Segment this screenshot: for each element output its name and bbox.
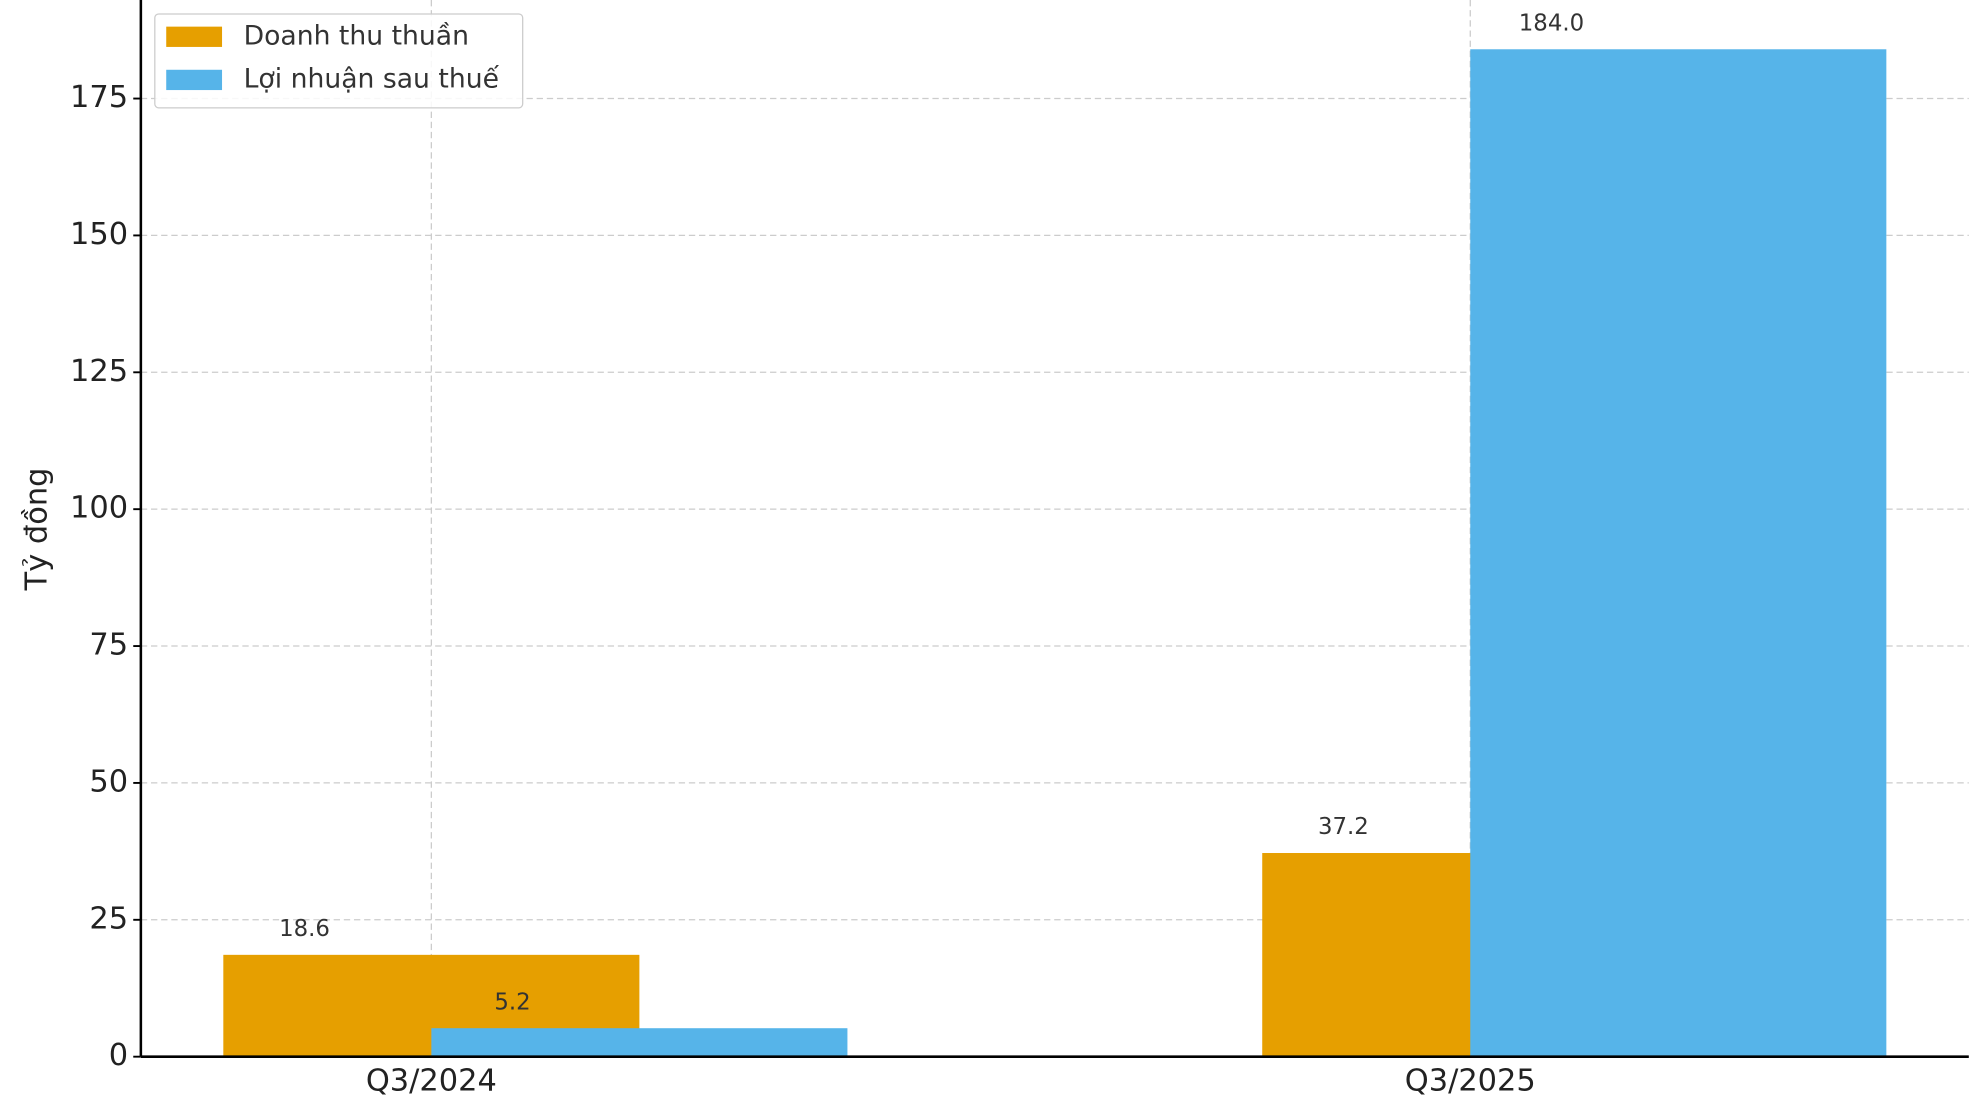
y-tick-label: 25 [89,901,128,936]
legend-swatch [166,69,223,91]
value-label: 5.2 [494,989,530,1015]
y-tick-label: 75 [89,628,128,663]
y-tick-label: 0 [109,1038,128,1073]
bar [1470,49,1887,1057]
value-label: 37.2 [1318,814,1369,840]
legend-label: Lợi nhuận sau thuế [244,63,500,94]
y-axis-label: Tỷ đồng [20,468,55,592]
x-tick-label: Q3/2024 [366,1064,497,1099]
y-tick-label: 150 [70,217,128,252]
legend-swatch [166,26,223,47]
x-tick-label: Q3/2025 [1405,1064,1536,1099]
y-tick-label: 175 [70,80,128,115]
y-tick-label: 125 [70,354,128,389]
y-tick-label: 100 [70,491,128,526]
legend-box [154,13,524,109]
legend-label: Doanh thu thuần [244,20,469,51]
value-label: 184.0 [1519,10,1584,36]
value-label: 18.6 [279,916,330,942]
bar [431,1028,848,1057]
y-tick-label: 50 [89,764,128,799]
